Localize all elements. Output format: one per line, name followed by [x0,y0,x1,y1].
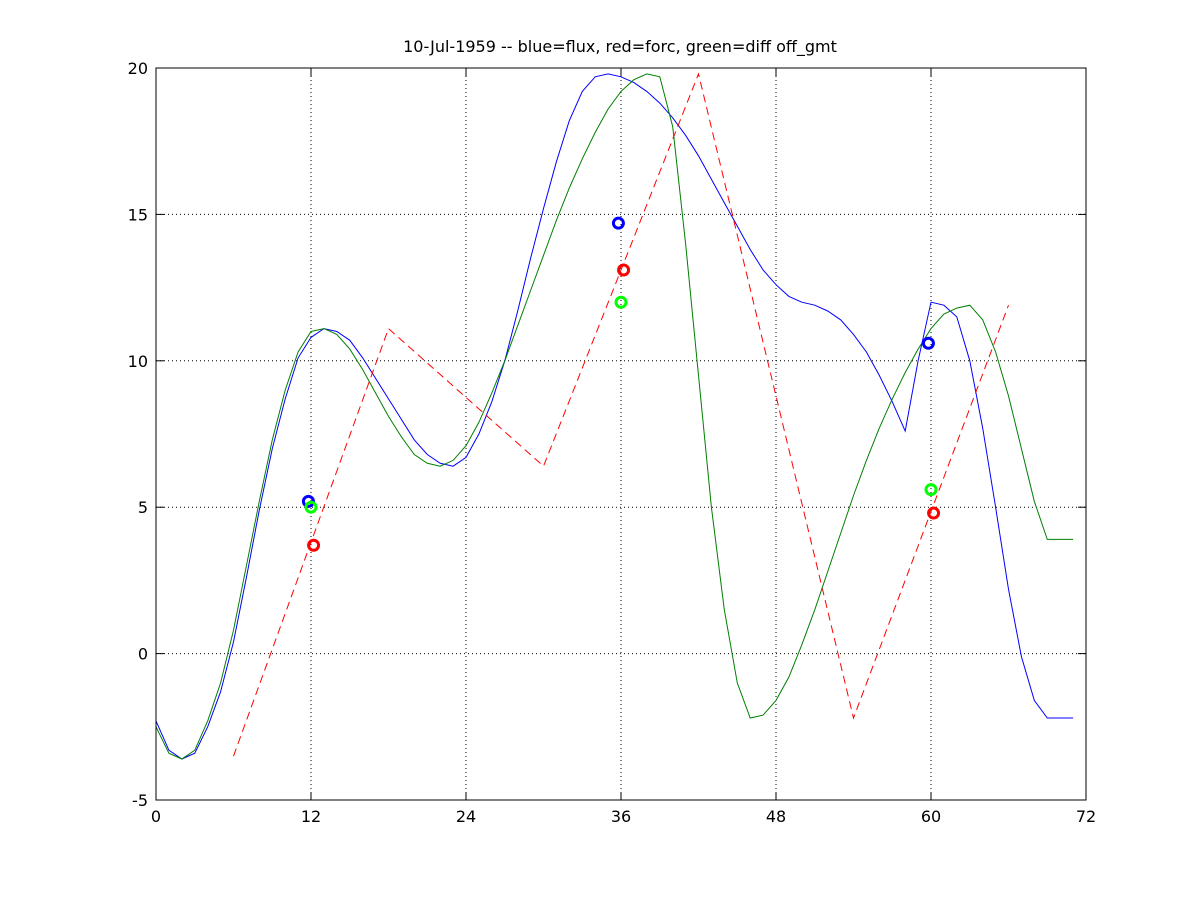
series-line-forc [233,72,1009,757]
y-tick-label: -5 [132,791,148,810]
chart-title: 10-Jul-1959 -- blue=flux, red=forc, gree… [403,37,837,57]
x-tick-label: 0 [151,807,161,826]
marker-diff [614,295,628,309]
y-tick-label: 20 [128,59,148,78]
marker-forc [927,506,941,520]
grid [156,68,1086,800]
series-layer [155,72,1074,760]
series-line-flux [155,73,1074,760]
marker-forc [307,538,321,552]
x-tick-label: 36 [611,807,631,826]
marker-flux [921,336,935,350]
y-tick-label: 10 [128,352,148,371]
series-line-diff [155,73,1074,760]
marker-diff [924,483,938,497]
y-tick-label: 5 [138,498,148,517]
x-tick-label: 48 [766,807,786,826]
marker-forc [617,263,631,277]
x-tick-label: 24 [456,807,476,826]
marker-diff [304,500,318,514]
marker-flux [611,216,625,230]
marker-layer [301,216,941,552]
y-tick-label: 0 [138,645,148,664]
x-tick-label: 72 [1076,807,1096,826]
x-tick-label: 60 [921,807,941,826]
y-tick-label: 15 [128,205,148,224]
x-tick-label: 12 [301,807,321,826]
